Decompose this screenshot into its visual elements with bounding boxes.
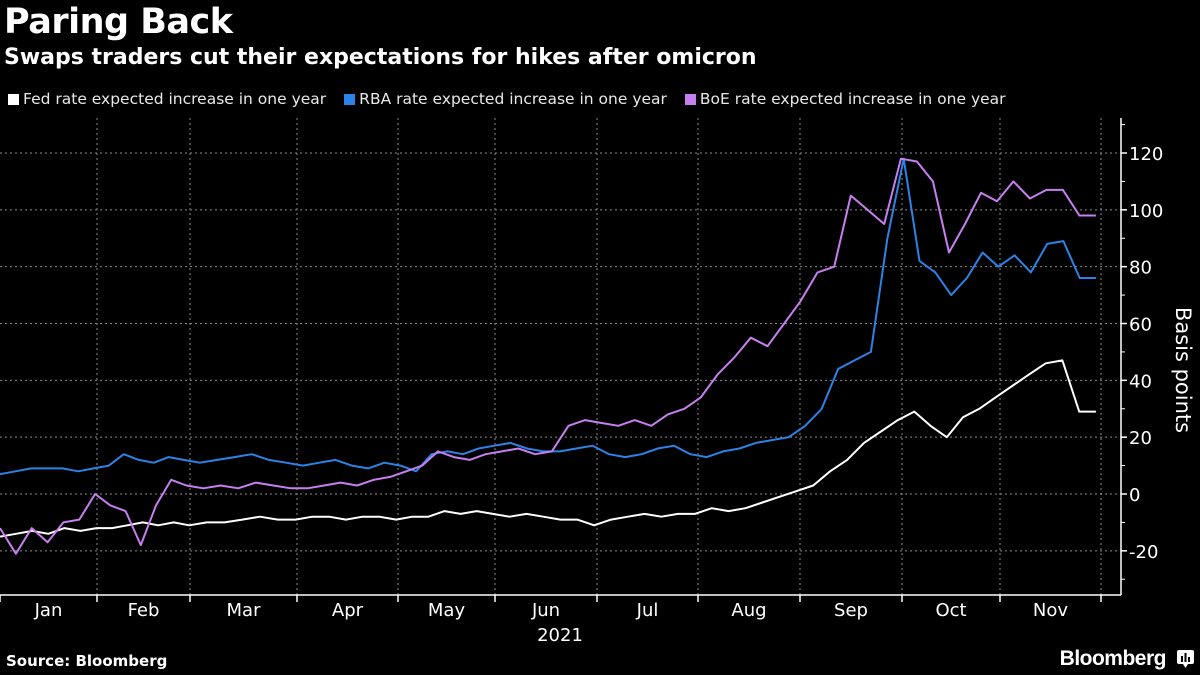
- gridlines: [0, 118, 1121, 595]
- legend-swatch-rba: [344, 93, 356, 105]
- series-line-rba: [0, 157, 1096, 476]
- legend-label-rba: RBA rate expected increase in one year: [359, 90, 667, 108]
- series-line-boe: [0, 157, 1096, 555]
- x-tick-label: Jun: [531, 600, 560, 621]
- y-tick-label: 40: [1129, 371, 1152, 392]
- y-tick-label: 60: [1129, 315, 1152, 336]
- x-tick-label: Mar: [227, 600, 262, 621]
- y-tick-label: 20: [1129, 428, 1152, 449]
- x-tick-label: Aug: [731, 600, 766, 621]
- legend-swatch-boe: [684, 93, 696, 105]
- axes: 120 100 80 60 40 20 0 -20 Jan Feb Mar Apr May Jun Jul A…: [0, 118, 1163, 621]
- legend-swatch-fed: [8, 93, 19, 105]
- x-tick-label: Feb: [128, 600, 160, 621]
- legend: Fed rate expected increase in one year R…: [8, 90, 1006, 108]
- legend-item-fed: Fed rate expected increase in one year: [8, 90, 326, 108]
- x-tick-label: May: [428, 600, 466, 621]
- chart-title: Paring Back: [4, 2, 233, 42]
- y-tick-label: 80: [1129, 258, 1152, 279]
- x-tick-label: Oct: [935, 600, 966, 621]
- y-tick-label: 0: [1129, 485, 1140, 506]
- series-line-fed: [0, 359, 1096, 538]
- y-tick-label: 120: [1129, 144, 1163, 165]
- source-note: Source: Bloomberg: [6, 652, 168, 670]
- x-year-label: 2021: [537, 625, 583, 646]
- y-tick-label: -20: [1129, 542, 1158, 563]
- y-axis-label: Basis points: [1171, 307, 1195, 433]
- y-tick-label: 100: [1129, 201, 1163, 222]
- x-tick-label: Jul: [636, 600, 659, 621]
- series-lines: [0, 157, 1096, 555]
- legend-item-rba: RBA rate expected increase in one year: [344, 90, 667, 108]
- bar-chart-badge-icon: [1177, 650, 1194, 668]
- x-tick-label: Jan: [34, 600, 63, 621]
- x-tick-label: Nov: [1033, 600, 1068, 621]
- x-tick-label: Apr: [332, 600, 364, 621]
- chart-subtitle: Swaps traders cut their expectations for…: [4, 45, 757, 70]
- brand-logo: Bloomberg: [1059, 647, 1167, 670]
- x-tick-label: Sep: [834, 600, 868, 621]
- legend-label-fed: Fed rate expected increase in one year: [23, 90, 327, 108]
- legend-label-boe: BoE rate expected increase in one year: [699, 90, 1006, 108]
- legend-item-boe: BoE rate expected increase in one year: [684, 90, 1006, 108]
